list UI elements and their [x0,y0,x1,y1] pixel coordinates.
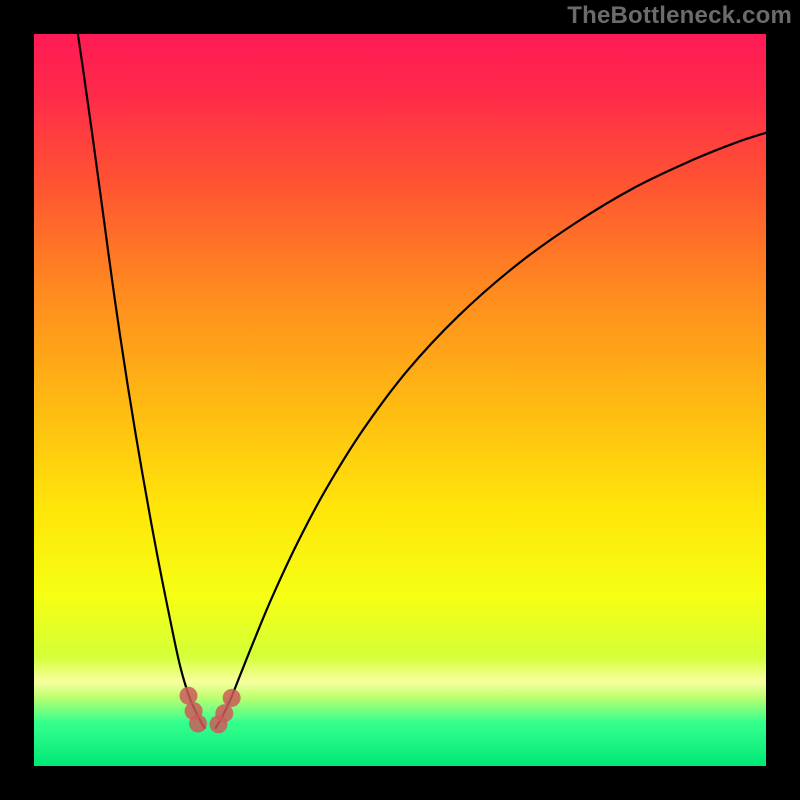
marker-point [189,715,207,733]
plot-area [34,34,766,766]
attribution-text: TheBottleneck.com [567,2,792,30]
bottleneck-chart [34,34,766,766]
marker-point [215,704,233,722]
marker-point [223,689,241,707]
chart-background [34,34,766,766]
marker-point [179,687,197,705]
chart-frame: TheBottleneck.com [0,0,800,800]
